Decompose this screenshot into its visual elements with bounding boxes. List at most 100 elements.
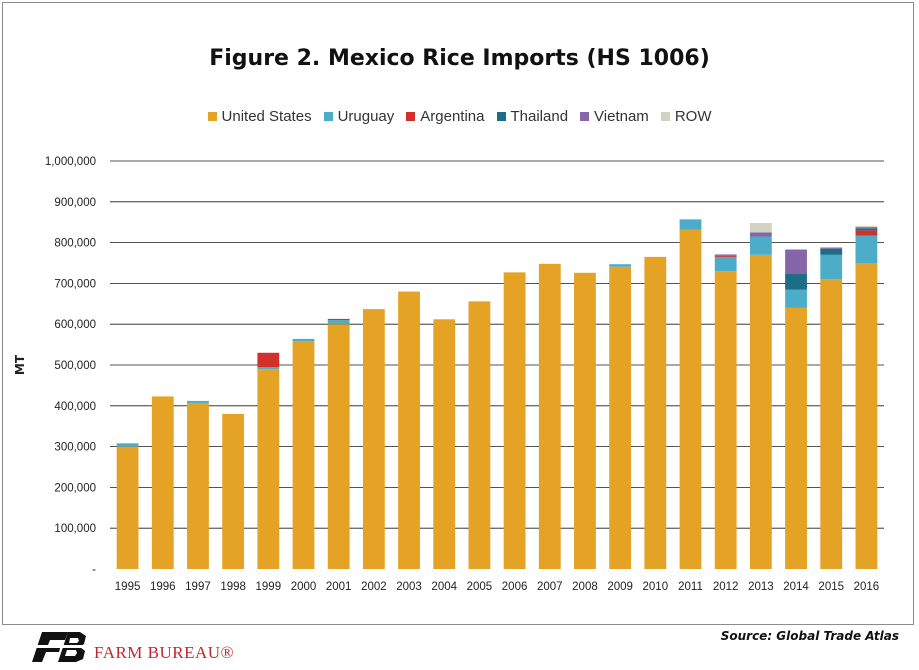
bar-segment bbox=[644, 256, 667, 569]
bar-segment bbox=[433, 319, 456, 569]
y-tick-label: 500,000 bbox=[54, 360, 96, 372]
bar-segment bbox=[820, 247, 843, 249]
bar-segment bbox=[855, 235, 878, 263]
legend-label: ROW bbox=[674, 108, 712, 125]
bar-segment bbox=[538, 263, 561, 569]
bar-segment bbox=[327, 318, 350, 321]
bar-segment bbox=[749, 223, 772, 233]
bar-segment bbox=[820, 279, 843, 569]
x-tick-label: 2014 bbox=[783, 581, 809, 593]
source-note: Source: Global Trade Atlas bbox=[720, 629, 899, 643]
bar-segment bbox=[785, 249, 807, 275]
bar-segment bbox=[749, 232, 772, 237]
bar-segment bbox=[187, 400, 209, 403]
bar-segment bbox=[116, 446, 139, 569]
bar-segment bbox=[609, 266, 632, 569]
x-tick-label: 2009 bbox=[607, 581, 633, 593]
legend-label: Vietnam bbox=[594, 108, 649, 125]
chart-title: Figure 2. Mexico Rice Imports (HS 1006) bbox=[209, 46, 710, 71]
bar-segment bbox=[714, 256, 737, 272]
legend-label: Uruguay bbox=[337, 108, 395, 125]
bar-segment bbox=[749, 236, 772, 255]
bar-segment bbox=[327, 320, 350, 325]
bar-segment bbox=[503, 272, 526, 569]
x-tick-label: 2005 bbox=[467, 581, 493, 593]
bar-segment bbox=[257, 352, 280, 368]
bar-segment bbox=[785, 289, 807, 308]
legend-item: ROW bbox=[660, 108, 712, 125]
x-tick-label: 1998 bbox=[220, 581, 246, 593]
x-tick-label: 2007 bbox=[537, 581, 563, 593]
y-tick-label: 800,000 bbox=[54, 238, 96, 250]
bar-segment bbox=[151, 396, 174, 569]
x-tick-label: 2012 bbox=[713, 581, 739, 593]
x-tick-label: 1995 bbox=[115, 581, 141, 593]
bar-segment bbox=[257, 369, 280, 569]
bar-segment bbox=[222, 413, 245, 569]
x-tick-label: 2002 bbox=[361, 581, 387, 593]
farm-bureau-logo: FARM BUREAU® bbox=[28, 630, 234, 664]
bar-segment bbox=[855, 227, 878, 229]
farm-bureau-emblem-icon bbox=[28, 632, 90, 662]
legend-item: Uruguay bbox=[323, 108, 395, 125]
legend-item: United States bbox=[207, 108, 312, 125]
y-tick-label: - bbox=[92, 564, 96, 576]
bar-segment bbox=[785, 274, 807, 290]
x-tick-label: 2000 bbox=[291, 581, 317, 593]
bar-segment bbox=[820, 254, 843, 280]
bar-segment bbox=[714, 254, 737, 256]
bar-segment bbox=[187, 402, 209, 569]
y-tick-label: 300,000 bbox=[54, 442, 96, 454]
x-tick-label: 2015 bbox=[818, 581, 844, 593]
y-tick-label: 200,000 bbox=[54, 482, 96, 494]
y-tick-label: 600,000 bbox=[54, 319, 96, 331]
x-tick-label: 2006 bbox=[502, 581, 528, 593]
bar-segment bbox=[292, 338, 315, 342]
bar-segment bbox=[855, 228, 878, 231]
bar-segment bbox=[574, 272, 596, 569]
x-tick-label: 2010 bbox=[643, 581, 669, 593]
bar-segment bbox=[855, 225, 878, 228]
legend-swatch bbox=[496, 112, 506, 121]
x-tick-label: 2011 bbox=[678, 581, 703, 593]
logo-text: FARM BUREAU® bbox=[94, 643, 234, 662]
bar-segment bbox=[116, 443, 139, 447]
legend-item: Argentina bbox=[406, 108, 485, 125]
x-tick-label: 2008 bbox=[572, 581, 598, 593]
x-tick-label: 2004 bbox=[431, 581, 457, 593]
chart-plot: - 100,000 200,000 300,000 400,000 500,000 600,… bbox=[45, 156, 884, 593]
legend-swatch bbox=[580, 112, 590, 121]
bar-segment bbox=[679, 229, 702, 569]
legend-swatch bbox=[660, 112, 670, 121]
x-tick-label: 1997 bbox=[185, 581, 211, 593]
bar-segment bbox=[292, 341, 315, 569]
bar-segment bbox=[785, 307, 807, 569]
bar-segment bbox=[679, 219, 702, 230]
legend-label: Argentina bbox=[420, 108, 485, 125]
bar-segment bbox=[609, 264, 632, 267]
x-tick-label: 2001 bbox=[326, 581, 352, 593]
legend-swatch bbox=[207, 112, 217, 121]
bar-segment bbox=[749, 254, 772, 569]
x-tick-label: 1999 bbox=[256, 581, 282, 593]
x-tick-label: 1996 bbox=[150, 581, 176, 593]
bar-segment bbox=[468, 301, 491, 569]
chart-legend: United States Uruguay Argentina Thailand… bbox=[0, 108, 919, 125]
x-tick-label: 2016 bbox=[854, 581, 880, 593]
bar-segment bbox=[714, 255, 737, 257]
legend-item: Vietnam bbox=[580, 108, 649, 125]
bar-segment bbox=[398, 291, 420, 569]
legend-swatch bbox=[406, 112, 416, 121]
y-tick-label: 700,000 bbox=[54, 278, 96, 290]
bar-segment bbox=[362, 309, 385, 569]
bar-segment bbox=[855, 230, 878, 236]
bar-segment bbox=[855, 263, 878, 569]
y-tick-label: 100,000 bbox=[54, 523, 96, 535]
x-tick-label: 2003 bbox=[396, 581, 422, 593]
x-tick-label: 2013 bbox=[748, 581, 774, 593]
y-tick-label: 900,000 bbox=[54, 197, 96, 209]
bar-segment bbox=[327, 324, 350, 569]
legend-item: Thailand bbox=[496, 108, 568, 125]
bar-segment bbox=[714, 271, 737, 569]
legend-label: United States bbox=[221, 108, 312, 125]
